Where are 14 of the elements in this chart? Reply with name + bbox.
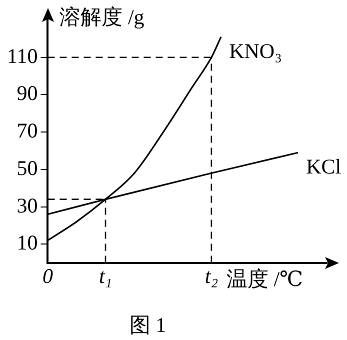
series-label: KCl — [306, 154, 342, 179]
x-tick-label: 0 — [42, 264, 54, 288]
y-axis-title: 溶解度 /g — [60, 5, 145, 29]
y-tick-label: 10 — [16, 230, 38, 255]
x-tick-label: t₂ — [204, 264, 218, 288]
y-tick-label: 90 — [16, 81, 38, 106]
y-tick-label: 70 — [16, 118, 38, 143]
y-tick-label: 30 — [16, 193, 38, 218]
caption: 图 1 — [129, 313, 166, 337]
y-tick-label: 110 — [6, 44, 38, 68]
x-tick-label: t₁ — [98, 264, 112, 288]
x-axis-title: 温度 /℃ — [226, 266, 304, 291]
series-label: KNO₃ — [229, 38, 282, 63]
y-tick-label: 50 — [16, 156, 38, 180]
